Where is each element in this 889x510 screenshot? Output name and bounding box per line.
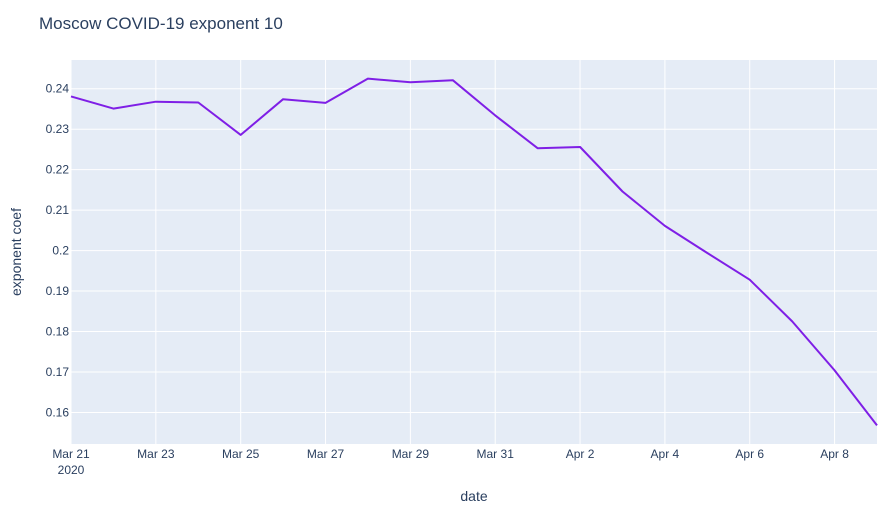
y-tick-label: 0.16 bbox=[46, 405, 70, 419]
y-tick-label: 0.23 bbox=[46, 122, 70, 136]
y-tick-label: 0.18 bbox=[46, 325, 70, 339]
y-tick-label: 0.2 bbox=[52, 244, 69, 258]
data-point bbox=[367, 78, 369, 80]
data-point bbox=[112, 108, 114, 110]
data-point bbox=[876, 424, 878, 426]
x-tick-label: Mar 31 bbox=[477, 447, 515, 461]
data-point bbox=[452, 79, 454, 81]
data-point bbox=[706, 252, 708, 254]
x-tick-label: Apr 8 bbox=[820, 447, 849, 461]
x-axis-ticks: Mar 21 Mar 23 Mar 25 Mar 27 Mar 29 Mar 31 Apr … bbox=[52, 447, 849, 461]
x-tick-label: Apr 2 bbox=[566, 447, 595, 461]
data-point bbox=[409, 81, 411, 83]
x-axis-year-label: 2020 bbox=[58, 463, 85, 477]
data-point bbox=[494, 114, 496, 116]
y-tick-label: 0.21 bbox=[46, 203, 70, 217]
line-series bbox=[70, 77, 878, 427]
data-point bbox=[325, 102, 327, 104]
data-point bbox=[664, 225, 666, 227]
data-point bbox=[621, 191, 623, 193]
data-point bbox=[240, 134, 242, 136]
x-tick-label: Apr 6 bbox=[735, 447, 764, 461]
x-tick-label: Mar 23 bbox=[137, 447, 175, 461]
y-tick-label: 0.19 bbox=[46, 284, 70, 298]
data-point bbox=[579, 146, 581, 148]
y-axis-title: exponent coef bbox=[8, 208, 24, 296]
x-axis-title: date bbox=[460, 488, 487, 504]
chart-title: Moscow COVID-19 exponent 10 bbox=[39, 14, 283, 33]
x-tick-label: Mar 25 bbox=[222, 447, 260, 461]
data-point bbox=[155, 101, 157, 103]
y-tick-label: 0.24 bbox=[46, 82, 70, 96]
y-tick-label: 0.22 bbox=[46, 163, 70, 177]
data-point bbox=[282, 98, 284, 100]
data-point bbox=[791, 320, 793, 322]
data-point bbox=[749, 279, 751, 281]
data-point bbox=[834, 369, 836, 371]
x-tick-label: Apr 4 bbox=[651, 447, 680, 461]
data-point bbox=[197, 101, 199, 103]
plot-area bbox=[71, 60, 877, 444]
grid-lines bbox=[70, 60, 877, 444]
series-line bbox=[70, 77, 878, 427]
x-tick-label: Mar 27 bbox=[307, 447, 345, 461]
data-point bbox=[537, 147, 539, 149]
x-tick-label: Mar 29 bbox=[392, 447, 430, 461]
x-tick-label: Mar 21 bbox=[52, 447, 90, 461]
y-axis-ticks: 0.16 0.17 0.18 0.19 0.2 0.21 0.22 0.23 0.24 bbox=[46, 82, 70, 420]
y-tick-label: 0.17 bbox=[46, 365, 70, 379]
data-point bbox=[70, 95, 72, 97]
